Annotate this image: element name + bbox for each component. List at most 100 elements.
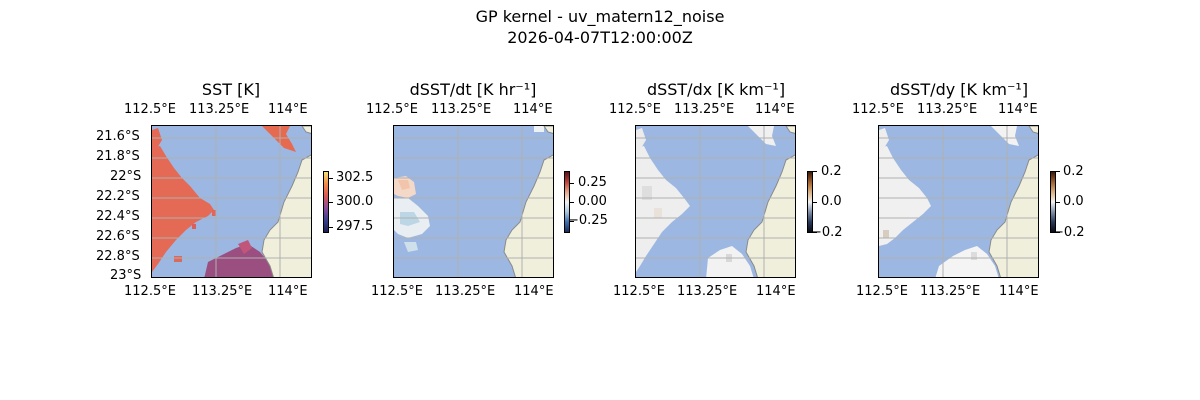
dsstdt-neutral-patch — [394, 198, 430, 238]
x-tick-top: 114°E — [998, 102, 1038, 117]
land-mass — [261, 154, 311, 277]
figure-title-line2: 2026-04-07T12:00:00Z — [507, 28, 693, 47]
x-tick-bottom: 113.25°E — [920, 284, 981, 299]
dsstdy-patch — [991, 126, 1019, 146]
dsstdx-pixel — [726, 254, 732, 262]
map-area — [878, 125, 1039, 278]
y-tick: 22.6°S — [96, 229, 140, 244]
panel-title: dSST/dt [K hr⁻¹] — [409, 80, 537, 99]
y-tick: 21.8°S — [96, 149, 140, 164]
land-mass — [988, 154, 1038, 277]
dsstdt-positive-patch — [398, 180, 410, 190]
colorbar — [564, 171, 570, 233]
colorbar-tick: 0.2 — [821, 164, 842, 179]
colorbar-tick: 302.5 — [336, 170, 374, 185]
y-tick: 22.2°S — [96, 189, 140, 204]
x-tick-bottom: 113.25°E — [192, 284, 253, 299]
x-tick-top: 112.5°E — [609, 102, 661, 117]
land-mass — [503, 154, 553, 277]
sst-pixel — [192, 224, 196, 229]
graticule — [394, 126, 553, 277]
sst-southeast-patch — [238, 240, 252, 254]
y-tick: 22.8°S — [96, 249, 140, 264]
map-svg — [152, 126, 311, 277]
graticule — [636, 126, 795, 277]
x-tick-top: 113.25°E — [674, 102, 735, 117]
sst-west-patch — [152, 146, 214, 272]
x-tick-bottom: 112.5°E — [856, 284, 908, 299]
dsstdt-positive-patch — [394, 176, 416, 198]
x-tick-top: 112.5°E — [852, 102, 904, 117]
colorbar — [807, 171, 813, 233]
ocean-background — [879, 126, 1038, 277]
dsstdx-pixel — [642, 186, 652, 200]
land-mass — [301, 126, 311, 134]
x-tick-bottom: 112.5°E — [124, 284, 176, 299]
colorbar — [323, 171, 329, 233]
dsstdt-negative-patch — [400, 212, 420, 226]
x-tick-bottom: 113.25°E — [677, 284, 738, 299]
sst-southeast-patch — [204, 244, 277, 277]
colorbar-tick: 0.0 — [1063, 194, 1084, 209]
x-tick-top: 114°E — [755, 102, 795, 117]
y-tick: 23°S — [110, 268, 142, 283]
x-tick-top: 114°E — [513, 102, 553, 117]
x-tick-top: 113.25°E — [431, 102, 492, 117]
x-tick-top: 112.5°E — [366, 102, 418, 117]
dsstdt-pixel — [534, 126, 544, 132]
x-tick-bottom: 114°E — [756, 284, 796, 299]
map-svg — [636, 126, 795, 277]
x-tick-bottom: 112.5°E — [371, 284, 423, 299]
x-tick-top: 112.5°E — [124, 102, 176, 117]
map-area — [151, 125, 312, 278]
dsstdy-patch — [879, 128, 889, 150]
panel-title: SST [K] — [201, 80, 261, 99]
dsstdy-pixel — [971, 252, 977, 260]
dsstdt-negative-patch — [404, 242, 418, 252]
y-tick: 21.6°S — [96, 129, 140, 144]
dsstdy-patch — [879, 146, 931, 246]
y-tick: 22°S — [110, 169, 142, 184]
graticule — [152, 126, 311, 277]
colorbar-tick: 0.2 — [1063, 164, 1084, 179]
map-area — [393, 125, 554, 278]
dsstdx-patch — [636, 128, 646, 150]
dsstdx-patch — [706, 246, 754, 277]
sst-northeast-patch — [262, 126, 296, 152]
x-tick-bottom: 112.5°E — [613, 284, 665, 299]
panel-title: dSST/dy [K km⁻¹] — [889, 80, 1029, 99]
map-area — [635, 125, 796, 278]
dsstdx-pixel — [654, 208, 662, 218]
ocean-background — [152, 126, 311, 277]
x-tick-bottom: 113.25°E — [435, 284, 496, 299]
map-svg — [394, 126, 553, 277]
sst-pixel — [174, 256, 182, 262]
colorbar — [1050, 171, 1056, 233]
figure-title-line1: GP kernel - uv_matern12_noise — [475, 7, 725, 26]
x-tick-bottom: 114°E — [999, 284, 1039, 299]
land-mass — [1028, 126, 1038, 134]
x-tick-bottom: 114°E — [268, 284, 308, 299]
y-tick: 22.4°S — [96, 209, 140, 224]
x-tick-top: 114°E — [268, 102, 308, 117]
colorbar-tick: 300.0 — [336, 194, 374, 209]
colorbar-tick: −0.2 — [1053, 225, 1085, 240]
sst-pixel — [212, 210, 216, 216]
ocean-background — [394, 126, 553, 277]
colorbar-tick: 297.5 — [336, 219, 374, 234]
land-mass — [543, 126, 553, 134]
land-mass — [785, 126, 795, 134]
colorbar-tick: 0.25 — [578, 175, 607, 190]
dsstdx-patch — [636, 146, 690, 272]
dsstdx-patch — [748, 126, 776, 146]
graticule — [879, 126, 1038, 277]
map-svg — [879, 126, 1038, 277]
colorbar-tick: −0.25 — [568, 213, 608, 228]
x-tick-top: 113.25°E — [917, 102, 978, 117]
figure-title: GP kernel - uv_matern12_noise 2026-04-07… — [0, 6, 1200, 48]
dsstdy-pixel — [883, 230, 889, 238]
